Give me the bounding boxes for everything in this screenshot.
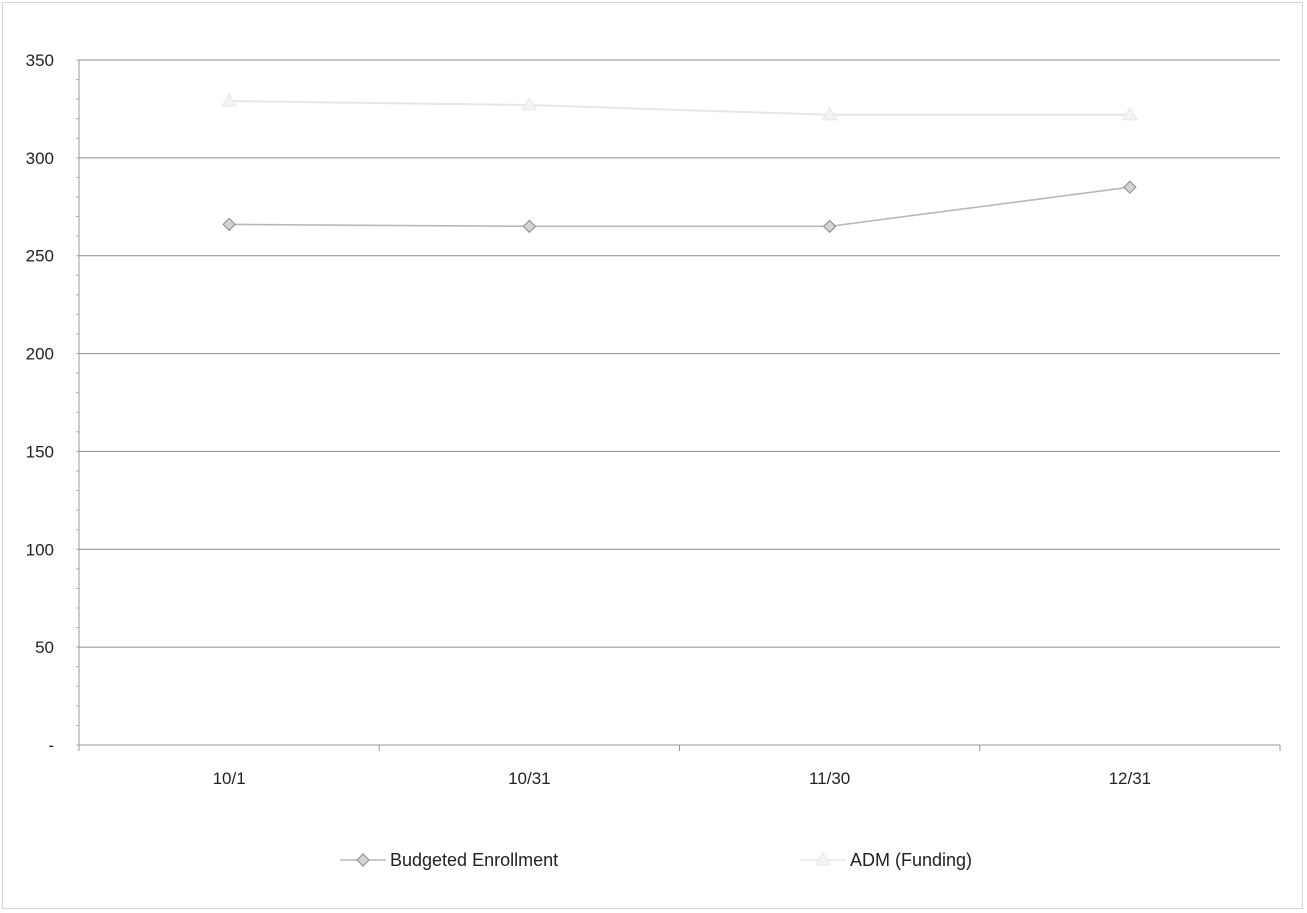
y-tick-label: 150 bbox=[26, 442, 54, 461]
series-line-1 bbox=[229, 100, 1130, 116]
legend: Budgeted Enrollment ADM (Funding) bbox=[340, 850, 972, 870]
data-point-series-0 bbox=[1123, 180, 1137, 194]
data-point-series-0 bbox=[522, 219, 537, 234]
data-point-series-0 bbox=[822, 219, 837, 234]
x-tick-label: 10/31 bbox=[508, 769, 551, 788]
y-tick-label: 300 bbox=[26, 149, 54, 168]
data-point-series-0 bbox=[222, 217, 236, 232]
axes: - 50 100 150 200 250 300 350 10/1 10/31 11/30 12/31 bbox=[26, 51, 1281, 788]
data-point-series-1 bbox=[521, 97, 538, 111]
gridlines bbox=[79, 59, 1280, 648]
x-tick-label: 11/30 bbox=[809, 769, 850, 788]
y-tick-label: - bbox=[48, 736, 54, 755]
legend-label-0: Budgeted Enrollment bbox=[390, 850, 558, 870]
series bbox=[221, 93, 1138, 234]
y-tick-label: 100 bbox=[26, 540, 54, 559]
legend-marker-1 bbox=[815, 852, 831, 866]
y-tick-label: 200 bbox=[26, 345, 54, 364]
y-tick-label: 350 bbox=[26, 51, 54, 70]
y-tick-label: 50 bbox=[35, 638, 54, 657]
data-point-series-1 bbox=[821, 106, 838, 121]
series-line-0 bbox=[229, 186, 1130, 228]
legend-marker-0 bbox=[356, 853, 370, 867]
x-tick-label: 10/1 bbox=[213, 769, 246, 788]
legend-label-1: ADM (Funding) bbox=[850, 850, 972, 870]
data-point-series-1 bbox=[221, 93, 237, 107]
x-tick-label: 12/31 bbox=[1109, 769, 1152, 788]
data-point-series-1 bbox=[1122, 106, 1138, 121]
y-tick-label: 250 bbox=[26, 247, 54, 266]
